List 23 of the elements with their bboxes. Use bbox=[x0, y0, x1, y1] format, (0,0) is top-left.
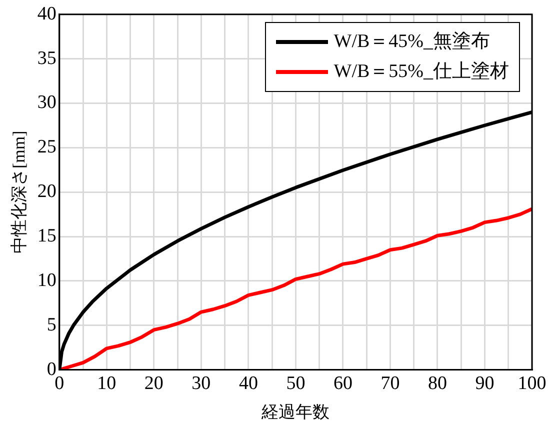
legend-label: W/B＝45%_無塗布 bbox=[334, 30, 490, 54]
y-tick-label: 10 bbox=[37, 270, 56, 291]
x-tick-label: 30 bbox=[192, 373, 211, 394]
x-tick-label: 20 bbox=[144, 373, 164, 394]
y-tick-label: 0 bbox=[46, 358, 56, 380]
x-tick-label: 50 bbox=[286, 373, 306, 394]
y-axis-title: 中性化深さ[mm] bbox=[10, 130, 29, 254]
y-tick-label: 25 bbox=[37, 136, 56, 158]
x-tick-label: 60 bbox=[333, 373, 352, 394]
y-tick-label: 20 bbox=[37, 181, 56, 202]
y-tick-label: 5 bbox=[46, 314, 56, 336]
y-tick-label: 35 bbox=[37, 48, 56, 69]
x-tick-label: 100 bbox=[518, 373, 546, 394]
y-tick-label: 30 bbox=[37, 92, 56, 114]
y-tick-label: 40 bbox=[37, 3, 56, 24]
x-tick-label: 10 bbox=[97, 373, 116, 394]
x-tick-label: 90 bbox=[475, 373, 494, 394]
x-tick-label: 80 bbox=[428, 373, 447, 394]
x-tick-label: 70 bbox=[380, 373, 400, 394]
legend-label: W/B＝55%_仕上塗材 bbox=[334, 60, 509, 84]
y-tick-label: 15 bbox=[37, 226, 56, 247]
x-tick-label: 40 bbox=[238, 373, 258, 394]
x-axis-title: 経過年数 bbox=[260, 402, 330, 422]
